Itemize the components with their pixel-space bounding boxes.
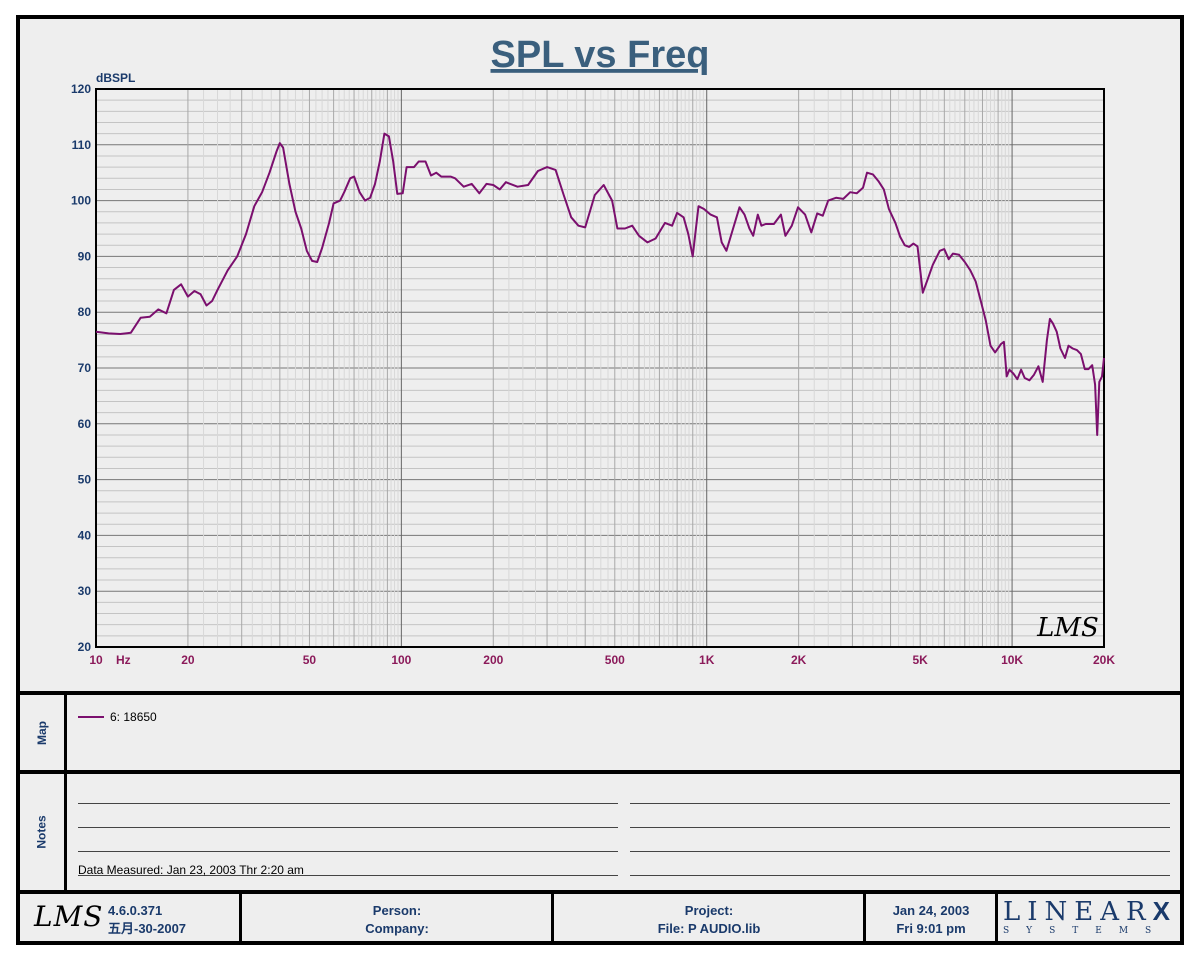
footer-divider	[863, 894, 866, 941]
map-panel-label: Map	[35, 720, 49, 745]
x-tick-label: 100	[391, 653, 411, 667]
brand-big-text: LINEAR	[1003, 897, 1153, 927]
x-tick-label: 20	[181, 653, 195, 667]
series-line	[95, 132, 1105, 436]
legend-label: 6: 18650	[110, 710, 157, 724]
footer-date: Jan 24, 2003	[892, 903, 970, 918]
x-axis-unit-label: Hz	[116, 653, 131, 667]
brand-x: X	[1152, 896, 1170, 926]
side-label-divider	[64, 695, 67, 890]
y-tick-label: 50	[78, 473, 92, 487]
legend-swatch	[78, 716, 104, 718]
x-tick-label: 5K	[912, 653, 928, 667]
x-tick-label: 1K	[699, 653, 715, 667]
y-tick-label: 100	[71, 194, 91, 208]
x-tick-label: 10K	[1001, 653, 1023, 667]
x-tick-label: 200	[483, 653, 503, 667]
y-tick-label: 120	[71, 82, 91, 96]
y-tick-label: 80	[78, 305, 92, 319]
legend-entry: 6: 18650	[78, 710, 157, 724]
version-info: 4.6.0.371 五月-30-2007	[108, 902, 186, 938]
note-line	[78, 875, 618, 876]
divider-footer-top	[16, 890, 1184, 894]
footer-divider	[551, 894, 554, 941]
note-line	[630, 827, 1170, 828]
data-measured-text: Data Measured: Jan 23, 2003 Thr 2:20 am	[78, 863, 304, 877]
series-layer	[95, 132, 1105, 436]
divider-map-top	[16, 691, 1184, 695]
note-line	[630, 851, 1170, 852]
version-number: 4.6.0.371	[108, 903, 163, 918]
divider-notes-top	[16, 770, 1184, 774]
person-label: Person:	[372, 903, 422, 918]
footer-divider	[995, 894, 998, 941]
note-line	[78, 851, 618, 852]
y-tick-label: 90	[78, 249, 92, 263]
y-tick-label: 30	[78, 584, 92, 598]
chart-title: SPL vs Freq	[491, 34, 710, 76]
note-line	[78, 803, 618, 804]
x-tick-label: 2K	[791, 653, 807, 667]
note-line	[630, 803, 1170, 804]
person-company-info: Person: Company:	[243, 902, 551, 938]
y-axis-ticks: 20 30 40 50 60 70 80 90 100 110 120	[71, 82, 91, 654]
file-label: File: P AUDIO.lib	[657, 921, 761, 936]
y-tick-label: 110	[72, 138, 92, 152]
linearx-logo: LINEARX SYSTEMS	[1003, 898, 1175, 937]
x-tick-label: 20K	[1093, 653, 1115, 667]
x-tick-label: 50	[303, 653, 317, 667]
note-line	[78, 827, 618, 828]
lms-logo: LMS	[34, 900, 104, 933]
company-label: Company:	[365, 921, 429, 936]
notes-panel-label: Notes	[35, 815, 49, 849]
y-axis-unit-label: dBSPL	[96, 71, 135, 85]
y-tick-label: 70	[78, 361, 92, 375]
x-tick-label: 500	[605, 653, 625, 667]
plot-area-border	[95, 88, 1105, 648]
x-axis-ticks: 10 20 50 100 200 500 1K 2K 5K 10K 20K	[89, 653, 1115, 667]
footer-divider	[239, 894, 242, 941]
x-tick-label: 10	[89, 653, 103, 667]
project-label: Project:	[684, 903, 734, 918]
lms-watermark: LMS	[1036, 613, 1099, 643]
y-tick-label: 40	[78, 528, 92, 542]
project-info: Project: File: P AUDIO.lib	[555, 902, 863, 938]
brand-small-text: SYSTEMS	[1003, 926, 1169, 936]
y-tick-label: 60	[78, 417, 92, 431]
footer-time: Fri 9:01 pm	[896, 921, 966, 936]
spl-chart: SPL vs Freq dBSPL 20 30 40 50 60 70 80 90 100 110…	[71, 34, 1115, 667]
note-line	[630, 875, 1170, 876]
build-date: 五月-30-2007	[108, 921, 187, 936]
y-tick-label: 20	[78, 640, 92, 654]
date-time-info: Jan 24, 2003 Fri 9:01 pm	[867, 902, 995, 938]
grid	[95, 88, 1105, 648]
